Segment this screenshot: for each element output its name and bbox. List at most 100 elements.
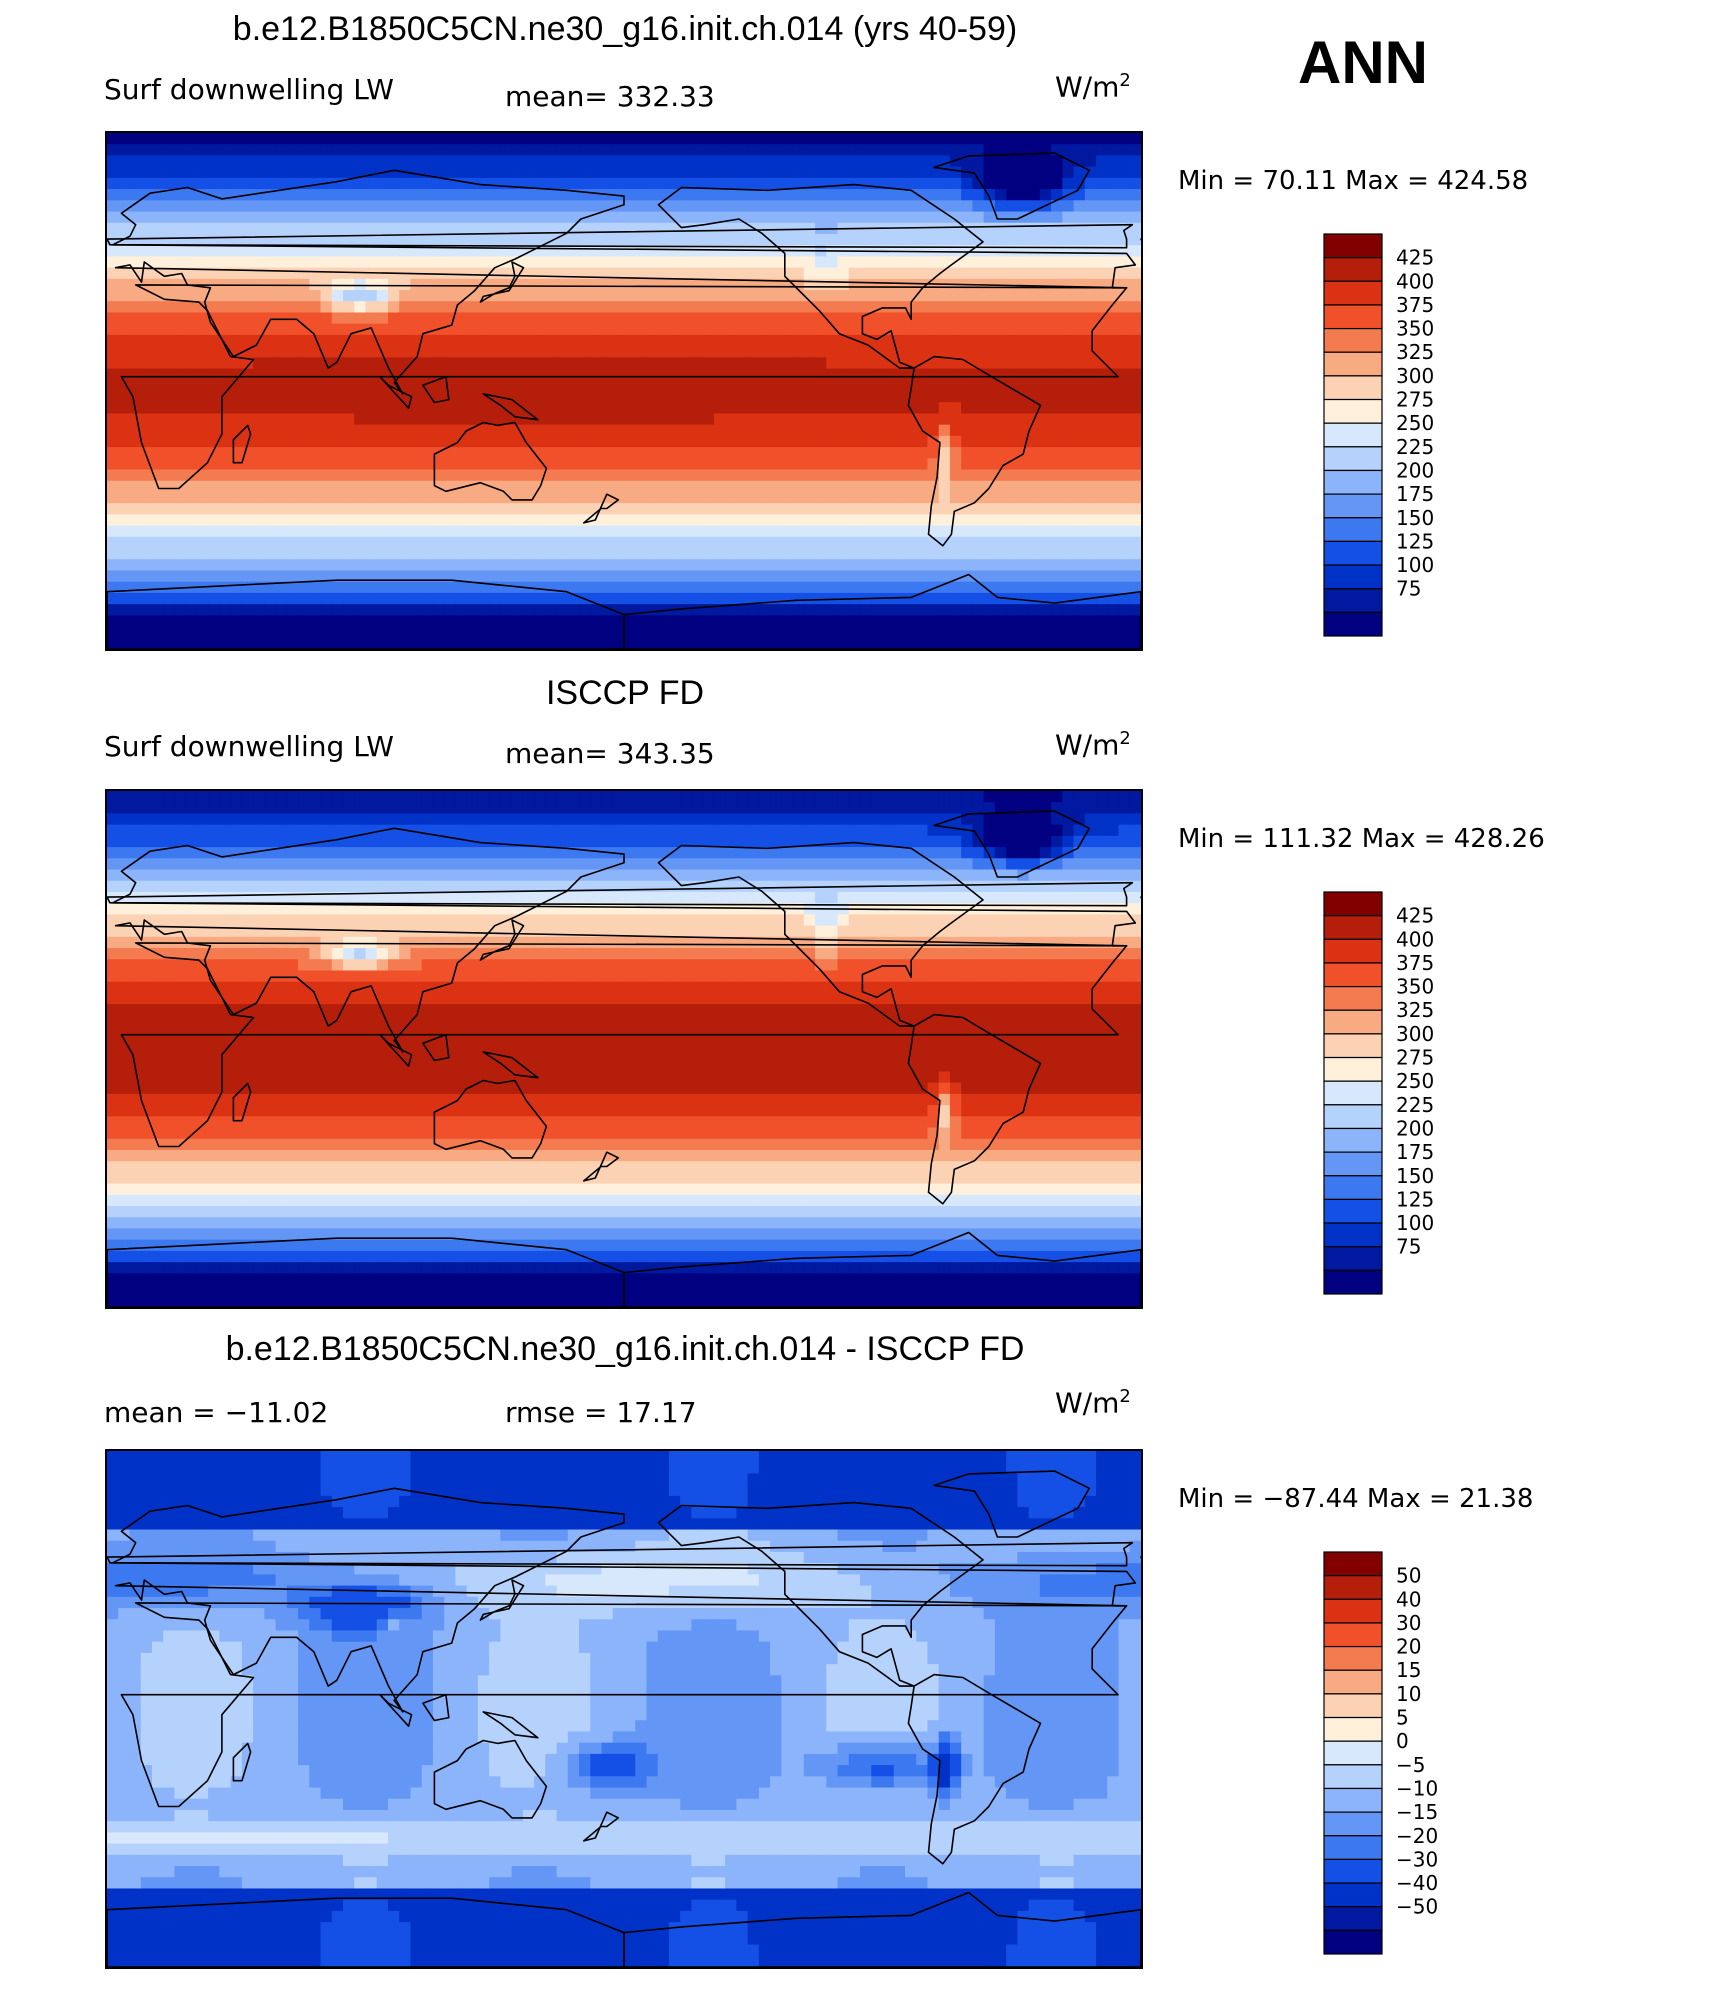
panel1-map-cell (579, 379, 591, 392)
panel1-map-cell (848, 267, 861, 280)
panel1-map-cell (1084, 334, 1097, 347)
panel1-map-cell (174, 514, 187, 527)
panel1-map-cell (241, 346, 254, 358)
panel2-map-cell (253, 869, 265, 882)
panel1-map-cell (140, 155, 153, 168)
panel1-map-cell (713, 301, 726, 314)
panel1-map-cell (725, 278, 737, 291)
panel1-map-cell (399, 503, 412, 515)
panel1-map-cell (107, 637, 119, 649)
panel1-map-cell (219, 592, 232, 605)
panel1-map-cell (983, 559, 996, 572)
panel1-map-cell (522, 256, 535, 269)
panel2-map-cell (365, 791, 378, 803)
panel2-map-cell (489, 802, 501, 815)
panel1-colorbar-box (1323, 469, 1383, 495)
panel1-map-cell (826, 391, 839, 403)
panel1-map-cell (1118, 278, 1131, 291)
panel1-map-cell (107, 267, 119, 280)
panel1-map-cell (747, 323, 760, 336)
panel1-map-cell (298, 615, 310, 628)
panel1-map-cell (747, 144, 760, 157)
panel1-map-cell (635, 604, 648, 616)
panel1-map-cell (837, 290, 850, 302)
panel2-map-cell (994, 858, 1007, 871)
panel1-map-cell (837, 548, 850, 560)
panel1-map-cell (961, 469, 974, 482)
panel1-map-cell (949, 592, 962, 605)
panel1-map-cell (624, 491, 636, 504)
panel1-map-cell (253, 189, 265, 201)
panel1-map-cell (612, 346, 625, 358)
panel1-map-cell (230, 480, 243, 493)
panel1-map-cell (118, 480, 131, 493)
panel1-map-cell (185, 458, 198, 471)
panel1-map-cell (343, 413, 355, 426)
panel1-map-cell (646, 413, 659, 426)
panel1-map-cell (972, 166, 985, 179)
panel2-map-cell (354, 813, 367, 826)
panel1-map-cell (185, 222, 198, 235)
panel1-map-cell (320, 592, 333, 605)
panel1-map-cell (354, 581, 367, 594)
panel1-map-cell (275, 211, 288, 224)
panel1-map-cell (994, 581, 1007, 594)
panel1-map-cell (904, 166, 917, 179)
panel2-map-cell (893, 824, 906, 837)
panel1-map-cell (466, 469, 479, 482)
panel1-map-cell (1039, 144, 1052, 157)
panel2-map-cell (421, 847, 434, 859)
panel1-map-cell (646, 615, 659, 628)
panel1-map-cell (601, 424, 614, 437)
panel1-map-cell (961, 245, 974, 257)
panel1-map-cell (1017, 301, 1030, 314)
panel2-map-cell (253, 802, 265, 815)
panel1-map-cell (1017, 469, 1030, 482)
panel1-map-cell (163, 525, 176, 538)
panel1-map-cell (1118, 144, 1131, 157)
panel1-map-cell (387, 144, 400, 157)
panel1-map-cell (320, 525, 333, 538)
panel1-map-cell (253, 615, 265, 628)
panel1-map-cell (1118, 189, 1131, 201)
panel1-map-cell (668, 424, 681, 437)
panel1-map-cell (129, 491, 142, 504)
panel1-minmax: Min = 70.11 Max = 424.58 (1178, 166, 1529, 196)
panel1-map-cell (275, 233, 288, 246)
panel2-map-cell (466, 824, 479, 837)
panel1-map-cell (646, 604, 659, 616)
panel1-map-cell (1028, 402, 1041, 415)
panel1-map-cell (601, 245, 614, 257)
panel1-map-cell (1062, 559, 1075, 572)
panel1-map-cell (1096, 548, 1108, 560)
panel1-map-cell (983, 570, 996, 583)
panel1-map-cell (601, 278, 614, 291)
panel2-map-cell (635, 802, 648, 815)
panel1-map-cell (320, 514, 333, 527)
panel1-map-cell (927, 435, 940, 448)
panel1-map-cell (275, 480, 288, 493)
panel1-map-cell (174, 334, 187, 347)
panel1-map-cell (343, 211, 355, 224)
panel1-map-cell (500, 491, 513, 504)
panel2-map-cell (365, 858, 378, 871)
panel1-map-cell (253, 166, 265, 179)
panel1-map-cell (118, 615, 131, 628)
panel1-map-cell (725, 548, 737, 560)
panel1-map-cell (354, 447, 367, 459)
panel2-map-cell (399, 813, 412, 826)
panel2-map-cell (691, 824, 704, 837)
panel1-map-cell (477, 189, 490, 201)
panel1-map-cell (882, 447, 895, 459)
panel1-map-cell (1107, 222, 1120, 235)
season-label: ANN (1298, 29, 1428, 96)
panel1-map-cell (961, 357, 974, 370)
panel1-map-cell (635, 211, 648, 224)
panel1-map-cell (511, 189, 524, 201)
panel1-map-cell (365, 604, 378, 616)
panel1-map-cell (949, 637, 962, 649)
panel1-map-cell (691, 222, 704, 235)
panel1-map-cell (961, 604, 974, 616)
panel1-map-cell (680, 166, 693, 179)
panel1-map-cell (803, 290, 816, 302)
